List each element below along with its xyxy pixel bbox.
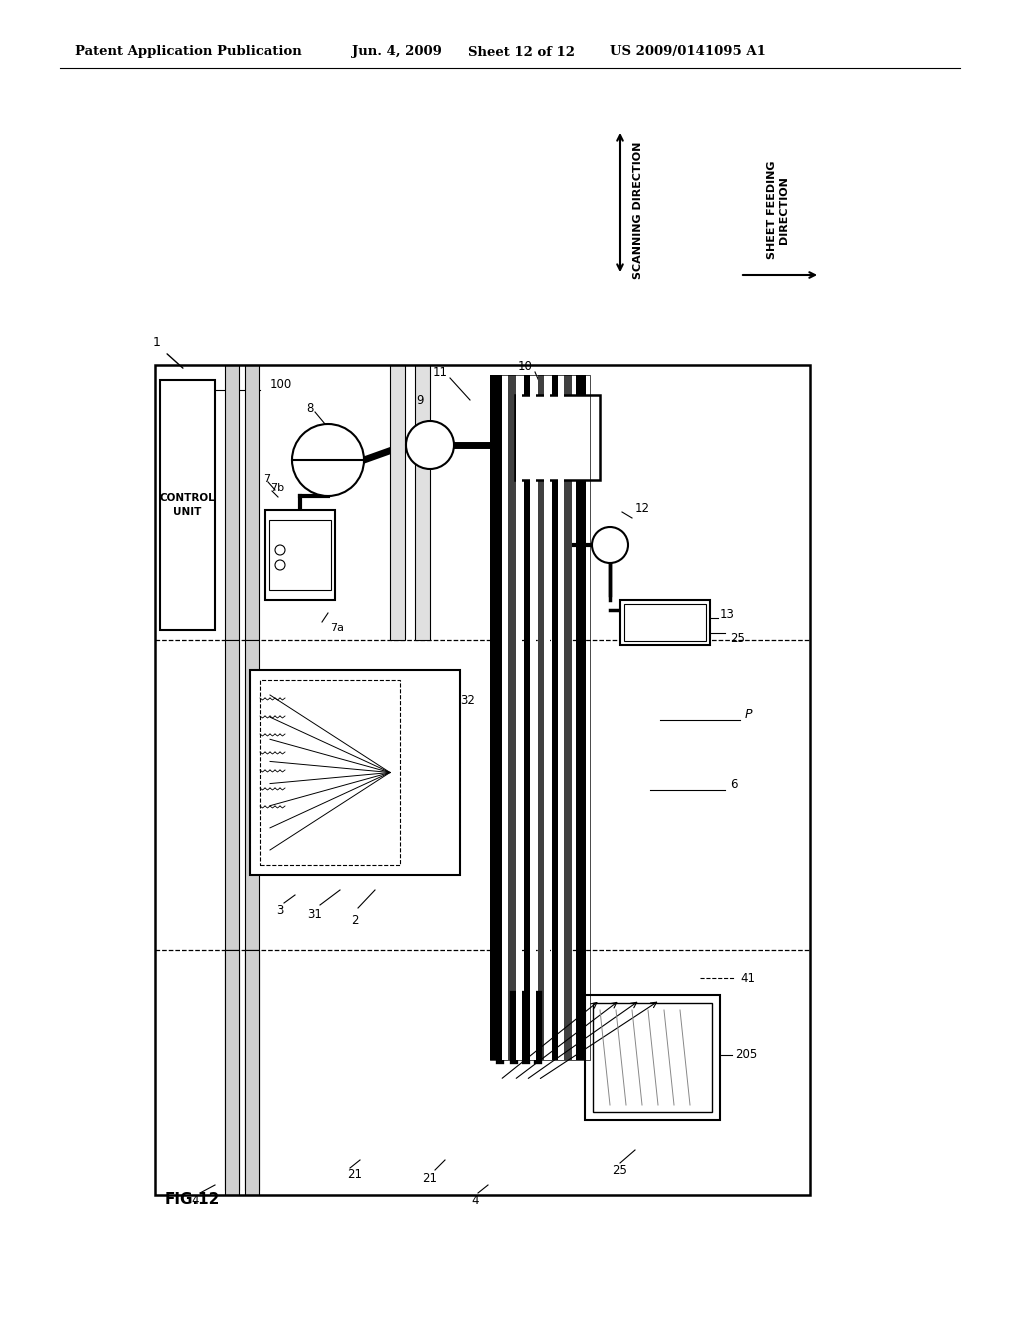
- Bar: [155, 366, 810, 1195]
- Text: 1: 1: [153, 335, 161, 348]
- Bar: [225, 640, 239, 950]
- Bar: [245, 950, 259, 1195]
- Text: FIG.12: FIG.12: [165, 1192, 220, 1208]
- Bar: [225, 950, 239, 1195]
- Bar: [552, 375, 562, 1060]
- Text: 8: 8: [306, 401, 313, 414]
- Bar: [575, 375, 586, 1060]
- Text: 7b: 7b: [270, 483, 284, 492]
- Text: 10: 10: [518, 360, 532, 374]
- Text: 4: 4: [471, 1193, 479, 1206]
- Text: SHEET FEEDING
DIRECTION: SHEET FEEDING DIRECTION: [767, 161, 788, 259]
- Bar: [265, 510, 335, 601]
- Text: 11: 11: [432, 367, 447, 380]
- Circle shape: [406, 421, 454, 469]
- Text: 3: 3: [276, 903, 284, 916]
- Bar: [160, 380, 215, 630]
- Circle shape: [592, 527, 628, 564]
- Text: Sheet 12 of 12: Sheet 12 of 12: [468, 45, 575, 58]
- Bar: [516, 375, 522, 1060]
- Text: Jun. 4, 2009: Jun. 4, 2009: [352, 45, 442, 58]
- Text: 32: 32: [460, 693, 475, 706]
- Bar: [245, 640, 259, 950]
- Bar: [538, 375, 546, 1060]
- Bar: [225, 950, 239, 1191]
- Text: 21: 21: [347, 1168, 362, 1181]
- Bar: [245, 950, 259, 1191]
- Text: 100: 100: [270, 379, 292, 392]
- Bar: [524, 375, 534, 1060]
- Text: 13: 13: [720, 609, 735, 622]
- Circle shape: [292, 424, 364, 496]
- Bar: [585, 995, 720, 1119]
- Bar: [490, 375, 502, 1060]
- Text: 25: 25: [612, 1163, 628, 1176]
- Bar: [624, 605, 706, 642]
- Text: 31: 31: [307, 908, 323, 921]
- Text: 12: 12: [635, 502, 650, 515]
- Text: 6: 6: [730, 779, 737, 792]
- Bar: [490, 375, 590, 1060]
- Bar: [564, 375, 572, 1060]
- Bar: [245, 366, 259, 640]
- Text: 2: 2: [351, 913, 358, 927]
- Text: 7a: 7a: [330, 623, 344, 634]
- Bar: [390, 366, 406, 640]
- Text: 9: 9: [416, 393, 424, 407]
- Bar: [544, 375, 550, 1060]
- Bar: [515, 395, 600, 480]
- Text: Patent Application Publication: Patent Application Publication: [75, 45, 302, 58]
- Text: 21: 21: [423, 1172, 437, 1184]
- Bar: [269, 520, 331, 590]
- Bar: [558, 375, 564, 1060]
- Bar: [225, 366, 239, 640]
- Text: SCANNING DIRECTION: SCANNING DIRECTION: [633, 141, 643, 279]
- Text: US 2009/0141095 A1: US 2009/0141095 A1: [610, 45, 766, 58]
- Bar: [620, 601, 710, 645]
- Bar: [502, 375, 508, 1060]
- Text: CONTROL
UNIT: CONTROL UNIT: [160, 492, 215, 517]
- Bar: [260, 680, 400, 865]
- Bar: [530, 375, 536, 1060]
- Text: 7: 7: [263, 474, 270, 484]
- Bar: [415, 366, 430, 640]
- Bar: [593, 1003, 712, 1111]
- Text: 41: 41: [740, 972, 755, 985]
- Bar: [508, 375, 516, 1060]
- Text: 25: 25: [730, 631, 744, 644]
- Text: 205: 205: [735, 1048, 758, 1061]
- Text: P: P: [745, 709, 753, 722]
- Text: 4: 4: [191, 1193, 199, 1206]
- Bar: [250, 671, 460, 875]
